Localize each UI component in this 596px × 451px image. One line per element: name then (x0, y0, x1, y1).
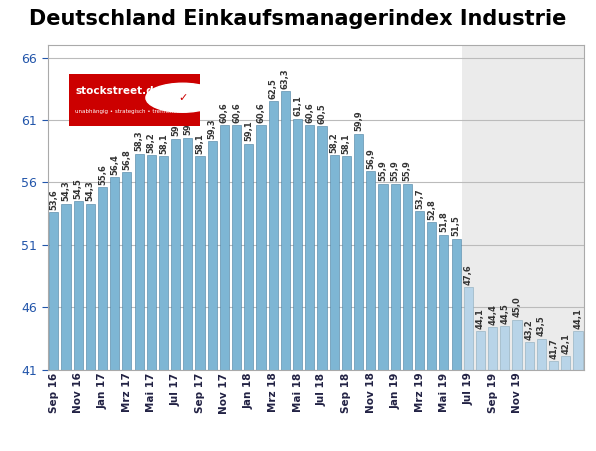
Text: 56,9: 56,9 (366, 148, 375, 169)
Text: 60,6: 60,6 (256, 102, 266, 123)
Text: 60,6: 60,6 (220, 102, 229, 123)
Bar (488, 327, 497, 370)
Bar (452, 239, 461, 370)
Bar (513, 320, 522, 370)
Text: 55,9: 55,9 (390, 161, 400, 181)
Bar (281, 91, 290, 370)
Text: 54,5: 54,5 (74, 178, 83, 199)
Text: 44,5: 44,5 (500, 303, 510, 324)
Text: 55,6: 55,6 (98, 164, 107, 185)
Text: Deutschland Einkaufsmanagerindex Industrie: Deutschland Einkaufsmanagerindex Industr… (29, 9, 567, 29)
Bar (171, 139, 180, 370)
Bar (318, 126, 327, 370)
Text: 54,3: 54,3 (86, 180, 95, 201)
Text: 58,2: 58,2 (330, 132, 339, 152)
Bar (207, 141, 217, 370)
Bar (256, 125, 266, 370)
Text: 47,6: 47,6 (464, 264, 473, 285)
Text: 59,6: 59,6 (184, 114, 193, 135)
Bar (135, 154, 144, 370)
Text: 41,7: 41,7 (549, 338, 558, 359)
Text: 60,6: 60,6 (232, 102, 241, 123)
Text: 52,8: 52,8 (427, 199, 436, 220)
Text: 54,3: 54,3 (61, 180, 70, 201)
Text: 56,8: 56,8 (122, 149, 132, 170)
Bar (73, 201, 83, 370)
Bar (98, 188, 107, 370)
Text: 53,7: 53,7 (415, 188, 424, 209)
Bar (500, 326, 510, 370)
Text: 60,6: 60,6 (305, 102, 314, 123)
Bar (220, 125, 229, 370)
Bar (342, 156, 351, 370)
Circle shape (146, 83, 219, 112)
Bar (110, 178, 119, 370)
Text: 58,2: 58,2 (147, 132, 156, 152)
Bar (195, 156, 204, 370)
Text: 55,9: 55,9 (378, 161, 387, 181)
Bar (549, 361, 558, 370)
Text: 58,1: 58,1 (195, 133, 204, 154)
Text: 59,3: 59,3 (208, 118, 217, 139)
Bar (86, 204, 95, 370)
Text: 59,1: 59,1 (244, 120, 253, 141)
Bar (561, 356, 570, 370)
Bar (244, 144, 253, 370)
Bar (122, 172, 132, 370)
Bar (476, 331, 485, 370)
Text: unabhängig • strategisch • trefflicher: unabhängig • strategisch • trefflicher (75, 109, 179, 114)
Text: stockstreet.de: stockstreet.de (75, 86, 161, 96)
Text: 55,9: 55,9 (403, 161, 412, 181)
Bar (537, 339, 546, 370)
Bar (330, 155, 339, 370)
Text: 51,5: 51,5 (452, 215, 461, 236)
Bar (464, 287, 473, 370)
Text: 44,4: 44,4 (488, 304, 497, 325)
Bar (354, 134, 363, 370)
Bar (184, 138, 193, 370)
Text: 59,5: 59,5 (171, 115, 180, 136)
Bar (159, 156, 168, 370)
Text: 44,1: 44,1 (573, 308, 582, 329)
Bar (439, 235, 448, 370)
Bar (305, 125, 314, 370)
Text: 63,3: 63,3 (281, 68, 290, 89)
Text: 58,3: 58,3 (135, 131, 144, 151)
Bar (49, 212, 58, 370)
Bar (378, 184, 387, 370)
Bar (293, 119, 302, 370)
Text: 59,9: 59,9 (354, 110, 363, 131)
Text: 62,5: 62,5 (269, 78, 278, 99)
Bar (524, 342, 534, 370)
Bar (403, 184, 412, 370)
Bar (415, 211, 424, 370)
Text: 44,1: 44,1 (476, 308, 485, 329)
Bar (573, 331, 582, 370)
Text: 45,0: 45,0 (513, 297, 522, 318)
Text: 61,1: 61,1 (293, 96, 302, 116)
Text: 43,5: 43,5 (537, 315, 546, 336)
Text: 56,4: 56,4 (110, 154, 119, 175)
Bar (366, 171, 375, 370)
Bar (462, 45, 584, 370)
Text: ✓: ✓ (178, 93, 187, 103)
Bar (427, 222, 436, 370)
Text: 51,8: 51,8 (439, 212, 448, 232)
Text: 60,5: 60,5 (318, 103, 327, 124)
Bar (269, 101, 278, 370)
Text: 58,1: 58,1 (342, 133, 351, 154)
Bar (232, 125, 241, 370)
Text: 58,1: 58,1 (159, 133, 168, 154)
Text: 53,6: 53,6 (49, 189, 58, 210)
Text: 43,2: 43,2 (524, 319, 534, 340)
Bar (390, 184, 400, 370)
Bar (61, 204, 70, 370)
Bar (147, 155, 156, 370)
Text: 42,1: 42,1 (561, 333, 570, 354)
